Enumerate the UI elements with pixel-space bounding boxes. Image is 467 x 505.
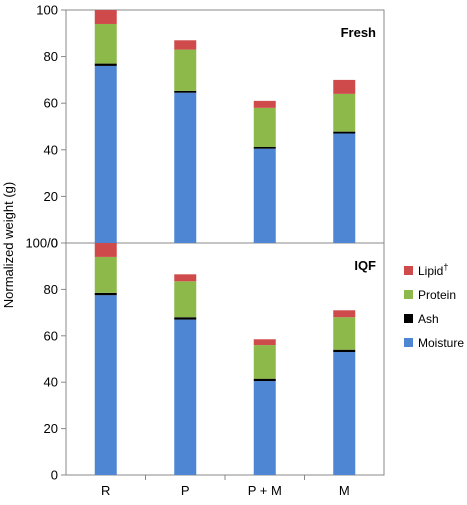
bar-fresh-p-m-moisture <box>253 148 276 243</box>
bar-iqf-p-protein <box>174 281 197 318</box>
legend-label-moisture: Moisture <box>418 336 464 350</box>
bar-iqf-p-m-protein <box>253 345 276 379</box>
bar-fresh-m-protein <box>333 93 356 132</box>
bar-fresh-p-moisture <box>174 92 197 243</box>
legend-swatch-protein <box>404 290 413 299</box>
bar-fresh-p-m-lipid <box>253 100 276 108</box>
bar-iqf-r-ash <box>94 292 117 296</box>
bar-fresh-m-lipid <box>333 79 356 94</box>
axes-layer <box>61 9 385 480</box>
panel-label-fresh: Fresh <box>341 25 376 40</box>
bar-iqf-m-ash <box>333 349 356 353</box>
y-tick-label-iqf: 0 <box>51 468 58 483</box>
bar-iqf-p-m-ash <box>253 378 276 382</box>
bar-iqf-p-lipid <box>174 274 197 282</box>
bar-fresh-p-m-ash <box>253 147 276 149</box>
y-tick-label-fresh: 80 <box>44 49 58 64</box>
y-tick-label-fresh: 20 <box>44 189 58 204</box>
bar-iqf-r-moisture <box>94 295 117 475</box>
panel-label-iqf: IQF <box>354 258 376 273</box>
legend-swatch-moisture <box>404 338 413 347</box>
bar-fresh-r-protein <box>94 23 117 64</box>
legend-label-ash: Ash <box>418 312 439 326</box>
x-tick-label-m: M <box>339 483 350 498</box>
x-tick-label-p-m: P + M <box>248 483 282 498</box>
bars-layer <box>94 10 356 475</box>
y-tick-label-iqf: 20 <box>44 421 58 436</box>
y-tick-label-fresh: 0 <box>51 236 58 251</box>
legend-swatch-ash <box>404 314 413 323</box>
bar-fresh-m-moisture <box>333 133 356 243</box>
bar-fresh-m-ash <box>333 131 356 134</box>
x-tick-label-p: P <box>181 483 190 498</box>
legend: Lipid† Protein Ash Moisture <box>404 262 464 350</box>
y-tick-label-fresh: 60 <box>44 96 58 111</box>
bar-iqf-p-m-moisture <box>253 381 276 475</box>
legend-label-protein: Protein <box>418 288 456 302</box>
y-tick-label-iqf: 60 <box>44 328 58 343</box>
bar-iqf-r-lipid <box>94 243 117 257</box>
bar-fresh-r-ash <box>94 63 117 66</box>
bar-fresh-p-lipid <box>174 40 197 50</box>
bar-fresh-p-ash <box>174 90 197 93</box>
bar-iqf-p-ash <box>174 317 197 320</box>
labels-layer: Normalized weight (g) 0 20 40 60 80 100 Fresh 0… <box>1 3 376 499</box>
bar-iqf-m-protein <box>333 317 356 350</box>
y-axis-title: Normalized weight (g) <box>1 182 16 308</box>
y-tick-label-fresh: 40 <box>44 142 58 157</box>
bar-iqf-m-lipid <box>333 310 356 318</box>
legend-swatch-lipid <box>404 266 413 275</box>
bar-iqf-r-protein <box>94 256 117 293</box>
legend-label-lipid: Lipid† <box>418 262 448 278</box>
bar-iqf-m-moisture <box>333 352 356 475</box>
bar-fresh-p-protein <box>174 49 197 91</box>
bar-fresh-r-lipid <box>94 10 117 24</box>
y-tick-label-iqf: 80 <box>44 282 58 297</box>
bar-fresh-p-m-protein <box>253 107 276 148</box>
bar-fresh-r-moisture <box>94 65 117 243</box>
x-tick-label-r: R <box>101 483 110 498</box>
y-tick-label-iqf-top: 100/0 <box>25 236 58 251</box>
y-tick-label-fresh-top: 100 <box>36 3 58 18</box>
y-tick-label-iqf: 40 <box>44 375 58 390</box>
bar-iqf-p-m-lipid <box>253 339 276 346</box>
bar-iqf-p-moisture <box>174 319 197 475</box>
